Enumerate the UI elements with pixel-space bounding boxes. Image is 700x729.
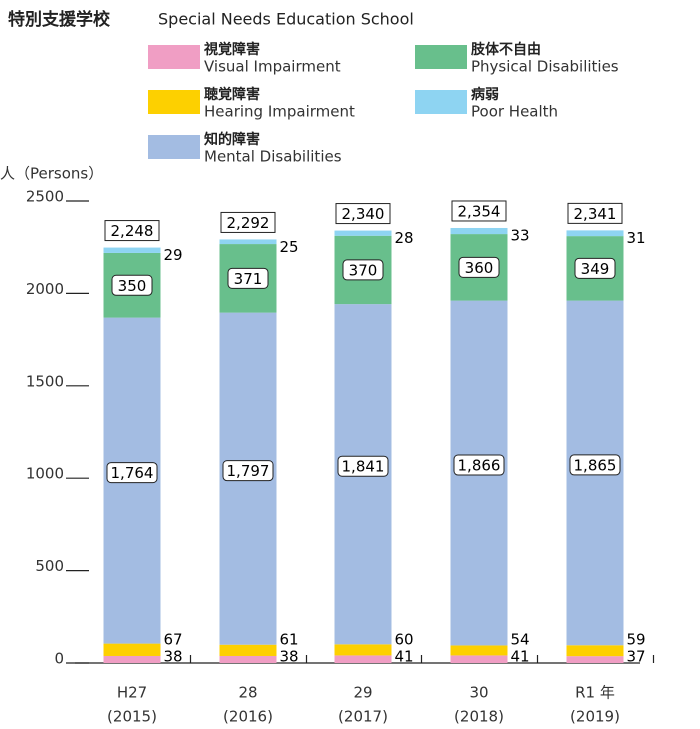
chart-title: 特別支援学校 [8,9,111,30]
legend-label: 知的障害 [204,131,260,148]
total-label: 2,340 [342,205,385,223]
bar-segment [219,655,277,663]
bar-segment [450,655,508,663]
value-label-box [111,274,153,296]
value-label-box [222,460,274,482]
value-label: 60 [395,631,414,649]
bar-segment [566,656,624,663]
x-tick-sublabel: (2018) [454,708,504,726]
y-tick-label: 1000 [26,465,64,483]
value-label: 1,797 [227,462,270,480]
total-label: 2,292 [227,214,270,232]
bar-segment [103,643,161,656]
legend-swatch [148,135,200,159]
legend-label: 病弱 [471,86,499,103]
x-tick-sublabel: (2019) [570,708,620,726]
legend-swatch [148,45,200,69]
total-label-box [335,203,391,225]
value-label-box [453,454,505,476]
value-label: 67 [164,631,183,649]
value-label: 371 [234,270,263,288]
legend-label-en: Poor Health [471,103,558,121]
value-label: 38 [280,648,299,666]
y-tick-label: 500 [35,557,64,575]
total-label-box [567,202,623,224]
total-label-box [220,211,276,233]
value-label: 349 [581,260,610,278]
bar-segment [450,227,508,235]
bar-segment [566,645,624,657]
bar-segment [334,644,392,656]
legend-label-en: Mental Disabilities [204,148,342,166]
bar-segment [566,230,624,237]
x-tick-label: R1 年 [575,684,615,702]
y-axis-label: 人（Persons） [0,165,103,183]
value-label: 31 [627,229,646,247]
value-label: 1,866 [458,457,501,475]
value-label-box [569,454,621,476]
legend-label-en: Physical Disabilities [471,58,619,76]
value-label: 37 [627,648,646,666]
x-tick-label: 30 [469,684,488,702]
total-label-box [451,200,507,222]
value-label-box [227,267,269,289]
y-tick-label: 2000 [26,280,64,298]
bar-segment [334,230,392,236]
x-tick-label: 28 [238,684,257,702]
value-label: 38 [164,648,183,666]
legend-label-en: Visual Impairment [204,58,341,76]
value-label: 370 [349,261,378,279]
value-label-box [342,259,384,281]
x-tick-sublabel: (2016) [223,708,273,726]
x-tick-sublabel: (2017) [338,708,388,726]
value-label-box [106,462,158,484]
legend-label-en: Hearing Impairment [204,103,355,121]
bar-segment [334,655,392,663]
value-label: 28 [395,229,414,247]
value-label: 1,865 [574,456,617,474]
value-label-box [337,455,389,477]
value-label: 1,841 [342,458,385,476]
bar-segment [103,247,161,253]
y-tick-label: 0 [54,650,64,668]
total-label: 2,248 [111,222,154,240]
total-label: 2,341 [574,205,617,223]
bar-segment [450,645,508,656]
value-label: 29 [164,246,183,264]
y-tick-label: 1500 [26,372,64,390]
total-label-box [104,220,160,242]
value-label: 61 [280,631,299,649]
value-label: 25 [280,238,299,256]
value-label: 41 [395,648,414,666]
value-label: 59 [627,631,646,649]
legend-swatch [148,90,200,114]
legend-swatch [415,45,467,69]
x-tick-label: H27 [117,684,147,702]
value-label: 360 [465,259,494,277]
value-label: 54 [511,631,530,649]
value-label: 41 [511,648,530,666]
value-label-box [458,256,500,278]
bar-segment [219,239,277,245]
bar-segment [219,644,277,656]
y-tick-label: 2500 [26,188,64,206]
total-label: 2,354 [458,202,501,220]
legend-label: 肢体不自由 [471,41,541,58]
x-tick-label: 29 [353,684,372,702]
value-label-box [574,257,616,279]
bar-segment [103,655,161,663]
value-label: 350 [118,277,147,295]
chart-subtitle: Special Needs Education School [158,10,414,29]
value-label: 33 [511,226,530,244]
legend-label: 視覚障害 [203,41,260,58]
legend-label: 聴覚障害 [204,86,260,103]
x-tick-sublabel: (2015) [107,708,157,726]
value-label: 1,764 [111,464,154,482]
legend-swatch [415,90,467,114]
